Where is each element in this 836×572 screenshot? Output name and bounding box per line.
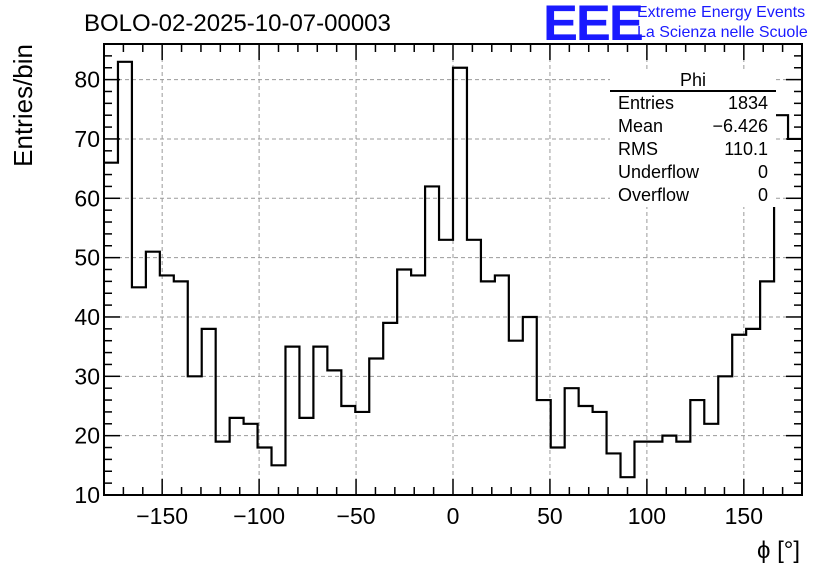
y-axis-label: Entries/bin (8, 44, 38, 167)
y-tick-label: 40 (74, 304, 100, 330)
eee-logo: EEE (543, 0, 644, 51)
stats-key: RMS (618, 139, 658, 159)
y-tick-label: 60 (74, 185, 100, 211)
x-tick-label: 150 (725, 503, 763, 529)
x-tick-label: −150 (136, 503, 188, 529)
logo-line-1: Extreme Energy Events (637, 4, 806, 21)
stats-value: −6.426 (712, 116, 768, 136)
x-tick-label: 100 (628, 503, 666, 529)
histogram-series (104, 60, 802, 479)
stats-value: 0 (757, 162, 768, 182)
axis-tick-labels: −150 −100 −50 0 50 100 150 10 20 30 40 50 60 70 80 (74, 67, 763, 529)
x-tick-label: 0 (447, 503, 460, 529)
axis-ticks (103, 43, 803, 496)
stats-title: Phi (610, 70, 776, 92)
stats-value: 110.1 (724, 139, 768, 159)
stats-row-entries: Entries 1834 (610, 92, 776, 115)
x-tick-label: −50 (337, 503, 376, 529)
y-tick-label: 70 (74, 126, 100, 152)
y-tick-label: 10 (74, 482, 100, 508)
x-tick-label: −100 (233, 503, 285, 529)
stats-row-underflow: Underflow 0 (610, 161, 776, 184)
y-tick-label: 20 (74, 423, 100, 449)
stats-key: Entries (618, 93, 675, 113)
logo-line-2: La Scienza nelle Scuole (637, 24, 808, 41)
stats-key: Overflow (618, 185, 690, 205)
x-tick-label: 50 (537, 503, 563, 529)
stats-box: Phi Entries 1834 Mean −6.426 RMS 110.1 U… (610, 70, 776, 207)
stats-row-overflow: Overflow 0 (610, 184, 776, 207)
chart-title: BOLO-02-2025-10-07-00003 (84, 10, 391, 37)
histogram-line (104, 60, 802, 479)
y-tick-label: 30 (74, 363, 100, 389)
stats-row-rms: RMS 110.1 (610, 138, 776, 161)
y-tick-label: 50 (74, 245, 100, 271)
stats-value: 1834 (727, 93, 768, 113)
x-axis-label: ϕ [°] (757, 537, 800, 564)
stats-row-mean: Mean −6.426 (610, 115, 776, 138)
stats-key: Mean (618, 116, 664, 136)
stats-key: Underflow (618, 162, 700, 182)
y-tick-label: 80 (74, 67, 100, 93)
stats-value: 0 (757, 185, 768, 205)
